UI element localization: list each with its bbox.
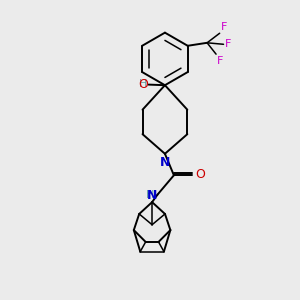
Text: F: F <box>225 39 232 49</box>
Text: N: N <box>160 156 170 169</box>
Text: O: O <box>195 169 205 182</box>
Text: H: H <box>146 190 154 200</box>
Text: F: F <box>221 22 227 32</box>
Text: F: F <box>217 56 223 66</box>
Text: H: H <box>139 79 147 89</box>
Text: O: O <box>139 77 148 91</box>
Text: N: N <box>147 189 158 202</box>
